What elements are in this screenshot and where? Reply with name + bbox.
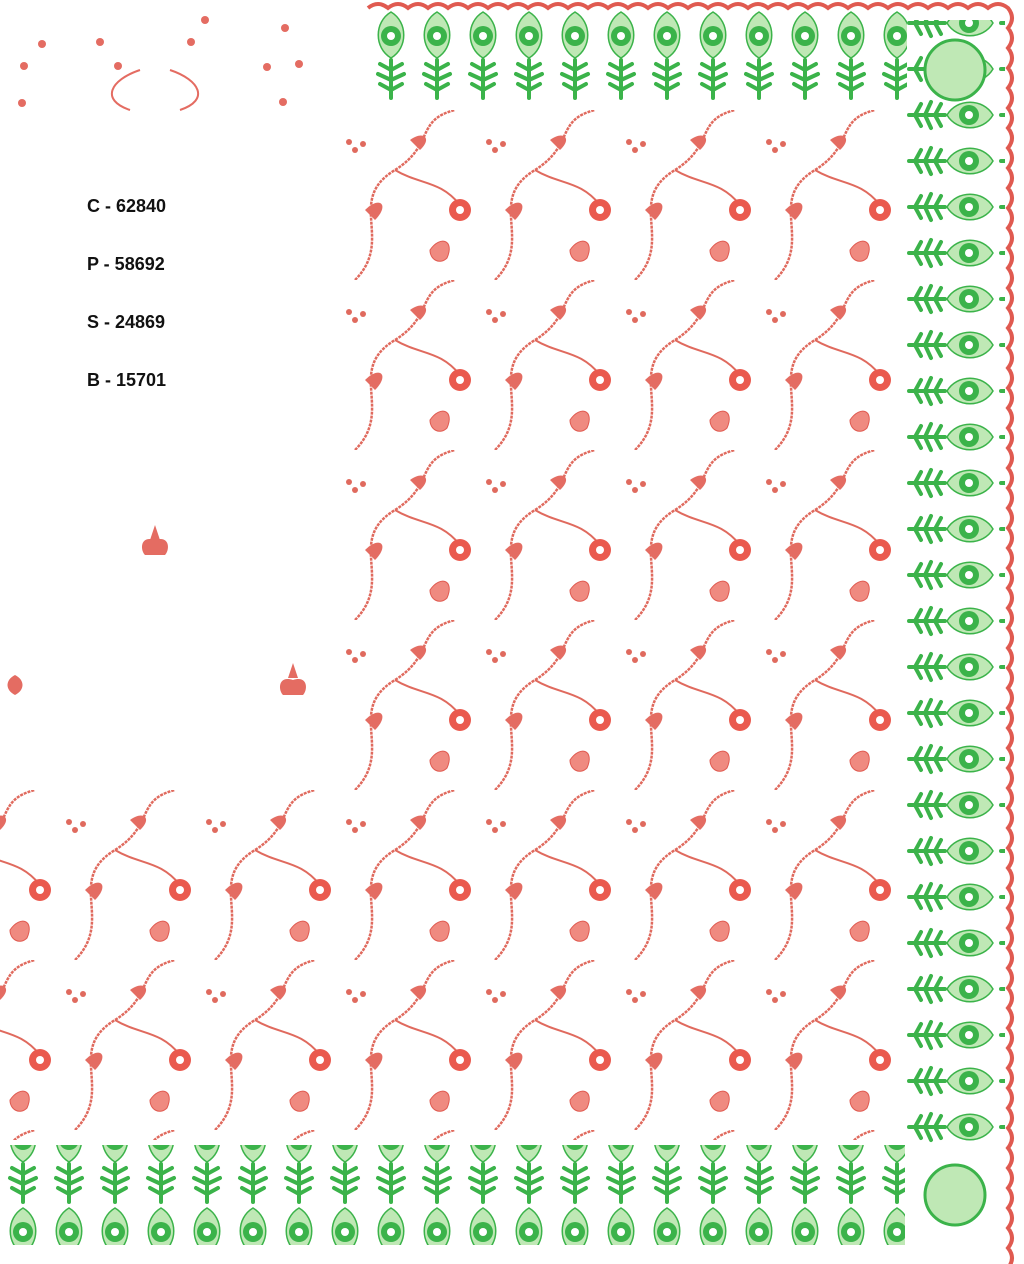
floral-field — [0, 790, 335, 1140]
corner-motif — [923, 38, 987, 102]
top-border — [362, 8, 907, 100]
right-border — [905, 20, 1005, 1150]
motifs — [7, 16, 306, 695]
motif — [280, 663, 306, 695]
motif — [7, 675, 23, 695]
motif — [114, 62, 122, 70]
code-label: C - 62840 — [87, 196, 166, 216]
motif — [295, 60, 303, 68]
scallop-edge — [366, 2, 1014, 1264]
motif — [142, 525, 168, 555]
motif — [18, 99, 26, 107]
code-label: P - 58692 — [87, 254, 165, 274]
motif — [110, 69, 200, 111]
floral-field — [335, 110, 905, 1140]
code-label: S - 24869 — [87, 312, 165, 332]
motif — [187, 38, 195, 46]
motif — [263, 63, 271, 71]
labels: C - 62840 P - 58692 S - 24869 B - 15701 — [87, 196, 166, 390]
motif — [281, 24, 289, 32]
motif — [279, 98, 287, 106]
corner-motif — [923, 1163, 987, 1227]
motif — [38, 40, 46, 48]
motif — [201, 16, 209, 24]
motif — [96, 38, 104, 46]
bottom-border — [0, 1145, 905, 1245]
motif — [20, 62, 28, 70]
code-label: B - 15701 — [87, 370, 166, 390]
